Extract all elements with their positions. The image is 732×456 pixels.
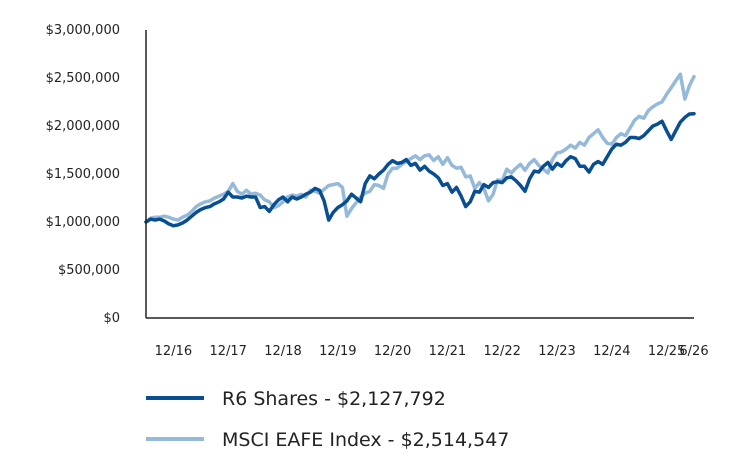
x-tick-label-9: 12/25 xyxy=(648,344,685,359)
x-tick-label-6: 12/22 xyxy=(483,344,520,359)
y-tick-label-3: $1,500,000 xyxy=(46,167,120,182)
y-tick-label-5: $2,500,000 xyxy=(46,71,120,86)
legend-item-r6-shares: R6 Shares - $2,127,792 xyxy=(146,388,446,410)
x-tick-label-10: 6/26 xyxy=(679,344,708,359)
y-tick-label-4: $2,000,000 xyxy=(46,119,120,134)
x-tick-label-0: 12/16 xyxy=(155,344,192,359)
y-tick-label-1: $500,000 xyxy=(58,263,120,278)
legend-item-msci-eafe-index: MSCI EAFE Index - $2,514,547 xyxy=(146,429,509,451)
x-axis-tick-labels: 12/16 12/17 12/18 12/19 12/20 12/21 12/22 12/23… xyxy=(155,344,709,359)
y-axis-tick-labels: $0 $500,000 $1,000,000 $1,500,000 $2,000,000… xyxy=(46,23,120,326)
legend-label-r6-shares: R6 Shares - $2,127,792 xyxy=(222,388,446,410)
series-line-r6-shares xyxy=(144,111,696,228)
x-tick-label-1: 12/17 xyxy=(209,344,246,359)
y-tick-label-6: $3,000,000 xyxy=(46,23,120,38)
x-tick-label-3: 12/19 xyxy=(319,344,356,359)
x-tick-label-4: 12/20 xyxy=(374,344,411,359)
x-tick-label-7: 12/23 xyxy=(538,344,575,359)
y-tick-label-2: $1,000,000 xyxy=(46,215,120,230)
series-lines xyxy=(144,72,696,228)
legend-label-msci-eafe-index: MSCI EAFE Index - $2,514,547 xyxy=(222,429,509,451)
series-line-msci-eafe-index xyxy=(144,72,696,224)
y-tick-label-0: $0 xyxy=(103,311,120,326)
legend: R6 Shares - $2,127,792 MSCI EAFE Index -… xyxy=(146,388,509,451)
x-tick-label-2: 12/18 xyxy=(264,344,301,359)
x-tick-label-5: 12/21 xyxy=(429,344,466,359)
x-tick-label-8: 12/24 xyxy=(593,344,630,359)
